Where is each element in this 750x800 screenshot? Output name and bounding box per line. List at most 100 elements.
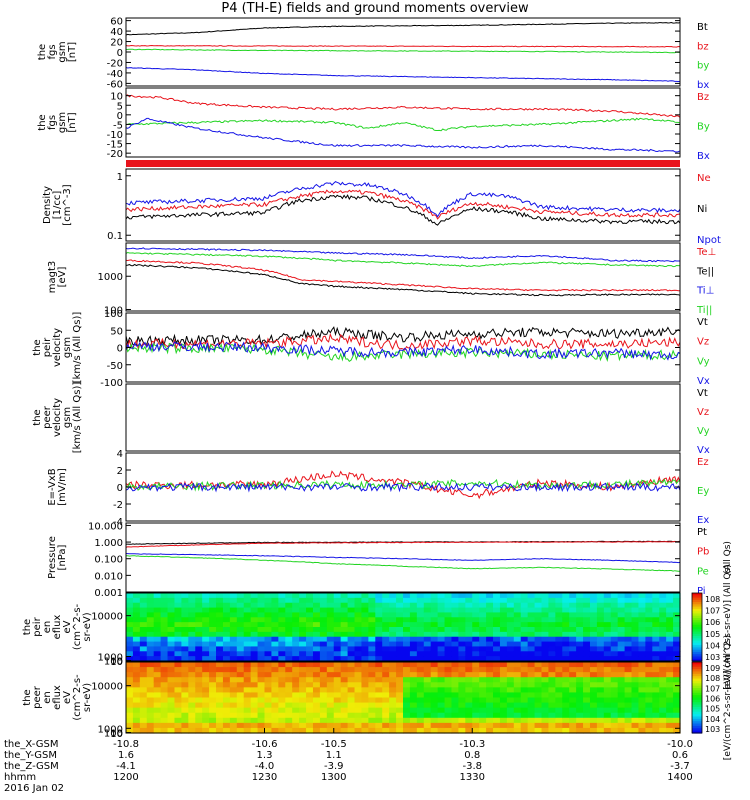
heatmap-cell [631, 622, 640, 628]
heatmap-cell [285, 602, 293, 609]
heatmap-cell [139, 593, 148, 599]
heatmap-cell [596, 712, 605, 719]
heatmap-cell [167, 677, 176, 683]
heatmap-cell [382, 662, 390, 668]
heatmap-cell [382, 687, 390, 694]
heatmap-cell [610, 622, 619, 628]
heatmap-cell [465, 672, 473, 678]
heatmap-cell [437, 727, 446, 734]
heatmap-cell [673, 687, 681, 694]
heatmap-cell [389, 712, 397, 719]
heatmap-cell [319, 707, 328, 714]
heatmap-cell [534, 641, 543, 648]
heatmap-cell [326, 656, 335, 662]
legend-label: Pb [697, 547, 709, 558]
heatmap-cell [583, 662, 591, 668]
heatmap-cell [479, 672, 487, 678]
heatmap-cell [638, 612, 646, 618]
colorbar-cell [692, 683, 702, 687]
heatmap-cell [499, 651, 508, 657]
heatmap-cell [333, 656, 342, 662]
y-axis-label: gsm [62, 337, 73, 358]
heatmap-cell [409, 682, 418, 688]
colorbar-cell [692, 699, 702, 703]
heatmap-cell [340, 602, 349, 609]
heatmap-cell [666, 651, 674, 657]
heatmap-cell [306, 656, 314, 662]
heatmap-cell [437, 692, 446, 699]
heatmap-cell [465, 687, 473, 694]
heatmap-cell [472, 593, 480, 599]
heatmap-cell [278, 687, 286, 694]
heatmap-cell [617, 636, 626, 643]
heatmap-cell [347, 662, 356, 668]
heatmap-cell [306, 627, 314, 633]
heatmap-cell [465, 597, 473, 604]
heatmap-cell [437, 612, 446, 618]
colorbar-cell [692, 669, 702, 673]
heatmap-cell [326, 667, 335, 673]
heatmap-cell [375, 627, 383, 633]
heatmap-cell [652, 727, 660, 734]
heatmap-cell [195, 667, 203, 673]
heatmap-cell [576, 597, 584, 604]
heatmap-cell [430, 656, 439, 662]
heatmap-cell [458, 717, 466, 724]
heatmap-cell [319, 622, 328, 628]
heatmap-cell [403, 667, 411, 673]
heatmap-cell [534, 593, 543, 599]
heatmap-cell [486, 612, 494, 618]
heatmap-cell [236, 697, 245, 704]
heatmap-cell [409, 641, 418, 648]
y-axis-label: (cm^2-s- [72, 674, 83, 721]
heatmap-cell [617, 702, 626, 709]
legend-label: Ex [697, 515, 709, 526]
heatmap-cell [666, 631, 674, 638]
heatmap-cell [236, 651, 245, 657]
heatmap-cell [479, 593, 487, 599]
heatmap-cell [583, 612, 591, 618]
heatmap-cell [340, 687, 349, 694]
heatmap-cell [167, 636, 176, 643]
heatmap-cell [319, 677, 328, 683]
heatmap-cell [486, 651, 494, 657]
heatmap-cell [673, 602, 681, 609]
heatmap-cell [499, 646, 508, 652]
heatmap-cell [534, 612, 543, 618]
heatmap-cell [146, 722, 155, 729]
heatmap-cell [423, 593, 432, 599]
heatmap-cell [534, 636, 543, 643]
heatmap-cell [299, 651, 307, 657]
heatmap-cell [520, 667, 529, 673]
y-tick-label: -2 [113, 500, 123, 511]
heatmap-cell [188, 677, 196, 683]
heatmap-cell [271, 617, 279, 623]
heatmap-cell [673, 667, 681, 673]
heatmap-cell [645, 722, 653, 729]
heatmap-cell [250, 631, 259, 638]
heatmap-cell [589, 627, 598, 633]
heatmap-cell [444, 597, 453, 604]
panel-p10 [125, 661, 703, 734]
heatmap-cell [465, 607, 473, 614]
y-axis-label: [nT] [67, 42, 78, 62]
heatmap-cell [202, 722, 210, 729]
heatmap-cell [499, 687, 508, 694]
heatmap-cell [264, 593, 273, 599]
heatmap-cell [583, 656, 591, 662]
heatmap-cell [423, 612, 432, 618]
y-axis-label: [km/s (All Qs)] [72, 312, 83, 384]
heatmap-cell [666, 646, 674, 652]
y-axis-label: [nT] [67, 112, 78, 132]
colorbar-cell [692, 656, 702, 660]
heatmap-cell [229, 651, 238, 657]
colorbar-cell [692, 673, 702, 677]
heatmap-cell [645, 646, 653, 652]
heatmap-cell [209, 631, 217, 638]
heatmap-cell [209, 707, 217, 714]
heatmap-cell [513, 672, 522, 678]
heatmap-cell [451, 636, 459, 643]
heatmap-cell [548, 722, 556, 729]
colorbar-label: [eV/(cm^2-s-sr-eV)] (All Qs) [723, 564, 733, 689]
heatmap-cell [409, 692, 418, 699]
